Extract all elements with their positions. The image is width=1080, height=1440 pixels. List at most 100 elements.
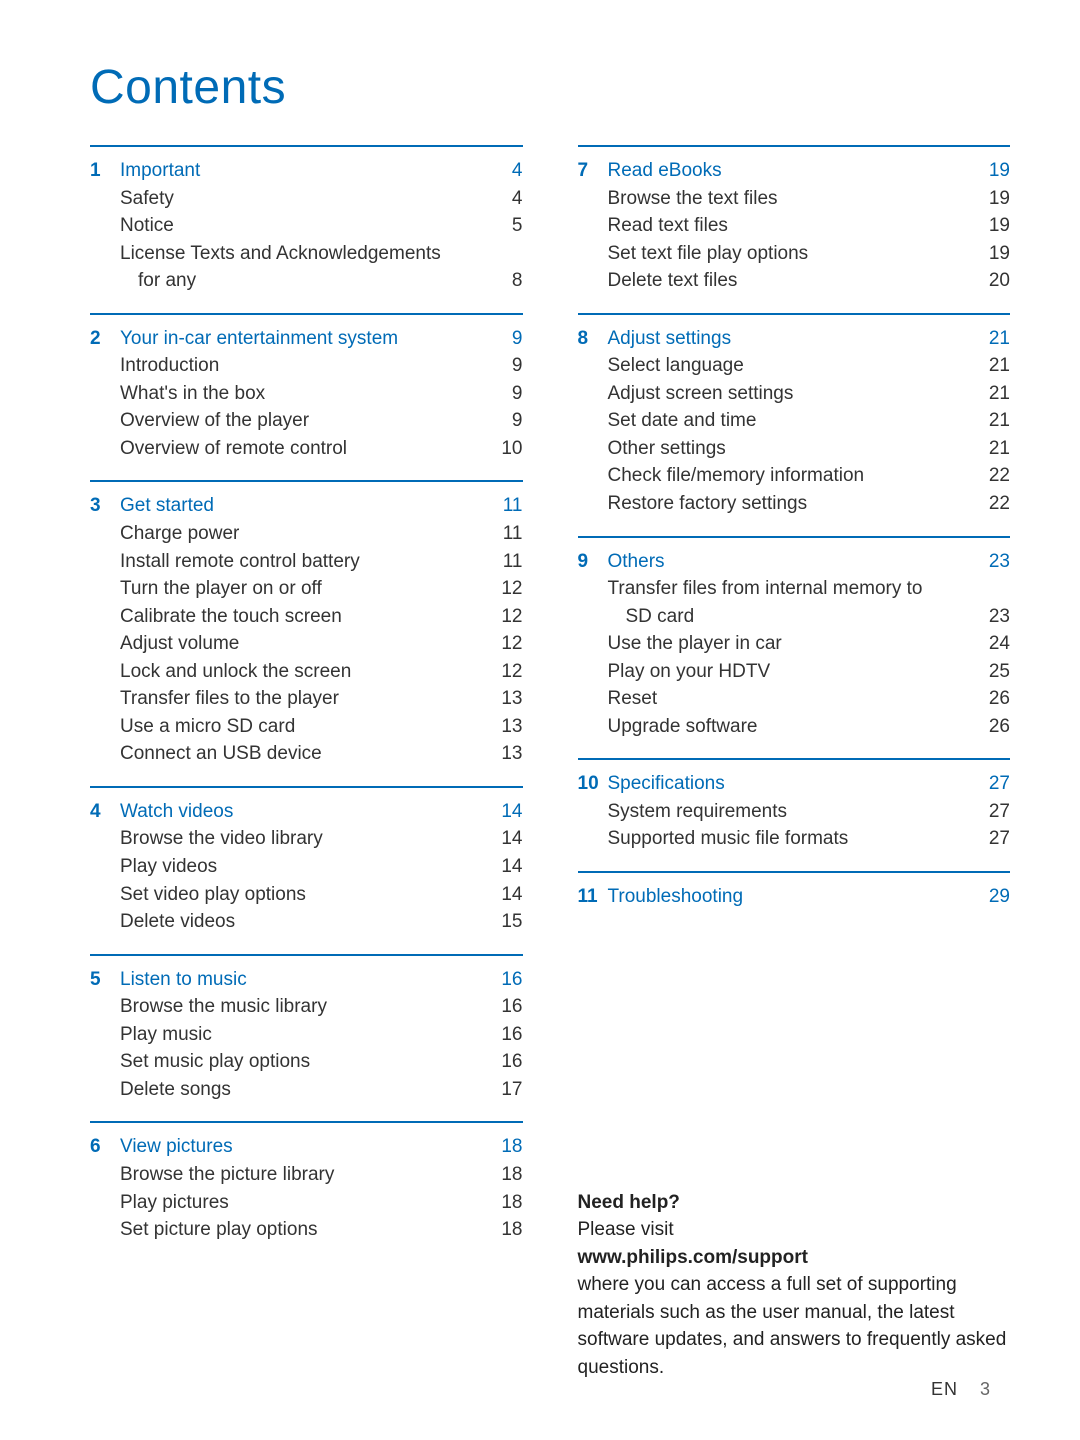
columns: 1Important4Safety4Notice5License Texts a… (90, 145, 1010, 1381)
toc-item[interactable]: Browse the text files19 (578, 185, 1011, 213)
toc-section-heading[interactable]: 4Watch videos14 (90, 798, 523, 826)
toc-item[interactable]: Overview of the player9 (90, 407, 523, 435)
toc-section-number: 6 (90, 1133, 120, 1161)
toc-item[interactable]: SD card23 (578, 603, 1011, 631)
toc-item[interactable]: Play on your HDTV25 (578, 658, 1011, 686)
toc-item-page: 21 (970, 352, 1010, 380)
toc-item[interactable]: Other settings21 (578, 435, 1011, 463)
toc-item-title: Browse the video library (120, 825, 483, 853)
toc-item-title: Play videos (120, 853, 483, 881)
toc-item[interactable]: Notice5 (90, 212, 523, 240)
toc-item[interactable]: Connect an USB device13 (90, 740, 523, 768)
toc-item-title: Delete videos (120, 908, 483, 936)
toc-item[interactable]: Install remote control battery11 (90, 548, 523, 576)
toc-item[interactable]: Safety4 (90, 185, 523, 213)
toc-item[interactable]: Turn the player on or off12 (90, 575, 523, 603)
toc-item[interactable]: Transfer files from internal memory to (578, 575, 1011, 603)
toc-section-heading[interactable]: 8Adjust settings21 (578, 325, 1011, 353)
toc-section-heading[interactable]: 6View pictures18 (90, 1133, 523, 1161)
page-title: Contents (90, 60, 1010, 115)
toc-item-title: SD card (608, 603, 971, 631)
toc-item[interactable]: Calibrate the touch screen12 (90, 603, 523, 631)
toc-item-page: 5 (483, 212, 523, 240)
help-url[interactable]: www.philips.com/support (578, 1244, 1011, 1272)
toc-item[interactable]: Delete songs17 (90, 1076, 523, 1104)
toc-item[interactable]: Restore factory settings22 (578, 490, 1011, 518)
toc-section-number: 2 (90, 325, 120, 353)
toc-item-title: Read text files (608, 212, 971, 240)
toc-item-page: 19 (970, 240, 1010, 268)
toc-item-title: Introduction (120, 352, 483, 380)
toc-item-title: Charge power (120, 520, 483, 548)
toc-item[interactable]: Delete text files20 (578, 267, 1011, 295)
toc-section-heading[interactable]: 3Get started11 (90, 492, 523, 520)
toc-section-number: 4 (90, 798, 120, 826)
toc-item[interactable]: Charge power11 (90, 520, 523, 548)
toc-item[interactable]: What's in the box9 (90, 380, 523, 408)
help-body: where you can access a full set of suppo… (578, 1271, 1011, 1381)
toc-item[interactable]: Play videos14 (90, 853, 523, 881)
toc-section-page: 21 (970, 325, 1010, 353)
toc-item[interactable]: Delete videos15 (90, 908, 523, 936)
toc-section-number: 11 (578, 883, 608, 911)
toc-item-title: Set date and time (608, 407, 971, 435)
toc-item[interactable]: Reset26 (578, 685, 1011, 713)
toc-item-title: System requirements (608, 798, 971, 826)
toc-item[interactable]: Set video play options14 (90, 881, 523, 909)
toc-item-page: 16 (483, 993, 523, 1021)
toc-item[interactable]: Select language21 (578, 352, 1011, 380)
toc-section: 8Adjust settings21Select language21Adjus… (578, 313, 1011, 536)
toc-section-page: 18 (483, 1133, 523, 1161)
toc-item[interactable]: Upgrade software26 (578, 713, 1011, 741)
toc-section-heading[interactable]: 1Important4 (90, 157, 523, 185)
toc-item-page: 18 (483, 1189, 523, 1217)
toc-item[interactable]: Play music16 (90, 1021, 523, 1049)
toc-item[interactable]: Adjust volume12 (90, 630, 523, 658)
toc-item[interactable]: Browse the video library14 (90, 825, 523, 853)
toc-item[interactable]: Introduction9 (90, 352, 523, 380)
toc-item-page: 25 (970, 658, 1010, 686)
toc-section-heading[interactable]: 7Read eBooks19 (578, 157, 1011, 185)
toc-item[interactable]: License Texts and Acknowledgements (90, 240, 523, 268)
toc-item[interactable]: System requirements27 (578, 798, 1011, 826)
toc-item[interactable]: Use the player in car24 (578, 630, 1011, 658)
toc-section-heading[interactable]: 11Troubleshooting29 (578, 883, 1011, 911)
toc-item[interactable]: Set picture play options18 (90, 1216, 523, 1244)
toc-item-title: Transfer files to the player (120, 685, 483, 713)
toc-item-page: 19 (970, 185, 1010, 213)
toc-section-heading[interactable]: 10Specifications27 (578, 770, 1011, 798)
toc-item[interactable]: Browse the picture library18 (90, 1161, 523, 1189)
toc-section-title: Read eBooks (608, 157, 971, 185)
toc-section-page: 9 (483, 325, 523, 353)
toc-section-heading[interactable]: 5Listen to music16 (90, 966, 523, 994)
toc-item-title: Turn the player on or off (120, 575, 483, 603)
toc-item[interactable]: Browse the music library16 (90, 993, 523, 1021)
toc-item-title: Select language (608, 352, 971, 380)
toc-section-page: 11 (483, 492, 523, 520)
toc-item-title: Set music play options (120, 1048, 483, 1076)
toc-item[interactable]: Lock and unlock the screen12 (90, 658, 523, 686)
toc-item[interactable]: for any8 (90, 267, 523, 295)
toc-item[interactable]: Supported music file formats27 (578, 825, 1011, 853)
toc-section: 2Your in-car entertainment system9Introd… (90, 313, 523, 481)
toc-item[interactable]: Use a micro SD card13 (90, 713, 523, 741)
toc-item[interactable]: Set date and time21 (578, 407, 1011, 435)
toc-item-page: 18 (483, 1216, 523, 1244)
toc-item-page: 9 (483, 407, 523, 435)
toc-item[interactable]: Set text file play options19 (578, 240, 1011, 268)
toc-section-title: Others (608, 548, 971, 576)
toc-item-title: Play on your HDTV (608, 658, 971, 686)
toc-item[interactable]: Set music play options16 (90, 1048, 523, 1076)
toc-item-title: Supported music file formats (608, 825, 971, 853)
toc-item[interactable]: Play pictures18 (90, 1189, 523, 1217)
toc-section: 9Others23Transfer files from internal me… (578, 536, 1011, 759)
toc-item[interactable]: Adjust screen settings21 (578, 380, 1011, 408)
toc-item[interactable]: Check file/memory information22 (578, 462, 1011, 490)
toc-item[interactable]: Transfer files to the player13 (90, 685, 523, 713)
toc-item-title: Reset (608, 685, 971, 713)
toc-item[interactable]: Read text files19 (578, 212, 1011, 240)
toc-section-heading[interactable]: 2Your in-car entertainment system9 (90, 325, 523, 353)
toc-item[interactable]: Overview of remote control10 (90, 435, 523, 463)
toc-item-title: Set text file play options (608, 240, 971, 268)
toc-section-heading[interactable]: 9Others23 (578, 548, 1011, 576)
